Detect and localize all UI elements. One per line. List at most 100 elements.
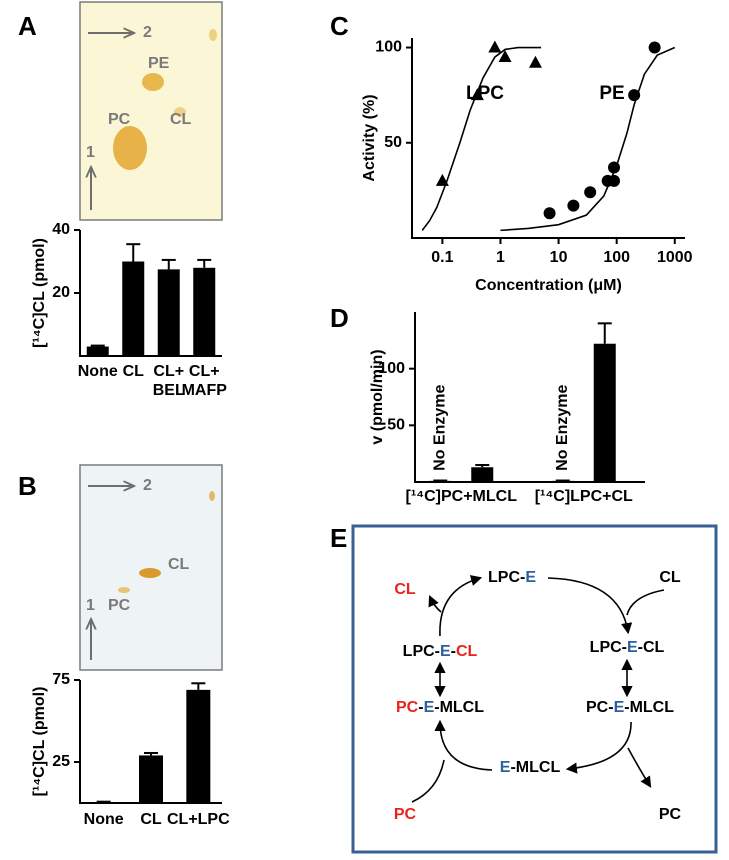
node-label: PC (394, 806, 417, 823)
error-bar (161, 258, 176, 270)
arrow (547, 577, 633, 635)
y-tick-label: 75 (52, 671, 70, 688)
node-part: PC (396, 699, 419, 716)
bar (193, 267, 216, 356)
y-tick-label: 50 (384, 134, 402, 151)
series-label: PE (599, 83, 624, 104)
node-part: E (627, 639, 638, 656)
node-part: E (424, 699, 435, 716)
plate (79, 464, 223, 671)
tlc-label: CL (170, 111, 192, 128)
y-tick-label: 25 (52, 753, 70, 770)
y-tick-label: 40 (52, 221, 70, 238)
bar (157, 269, 180, 356)
node-part: E (440, 643, 451, 660)
panel-letter: A (18, 11, 37, 41)
error-bar (597, 322, 612, 344)
node-label: LPC-E-CL (590, 639, 665, 656)
point (608, 174, 621, 187)
node-label: LPC-E (488, 569, 536, 586)
x-tick-label: CL+ MAFP (182, 363, 228, 399)
fit-curve (500, 46, 676, 232)
x-tick-label: None (84, 811, 124, 828)
arrow (627, 747, 652, 788)
node-part: CL (659, 569, 681, 586)
node-part: - (451, 643, 456, 660)
error-bar (197, 258, 212, 268)
panel-letter: B (18, 471, 37, 501)
spot (174, 107, 186, 117)
label-line: CL+ (153, 363, 184, 380)
x-tick-label: CL+ BEL (153, 363, 185, 399)
y-tick-label: 100 (375, 39, 402, 56)
node-part: LPC- (403, 643, 440, 660)
tlc-label: PC (108, 111, 131, 128)
spot (142, 73, 164, 91)
bar (86, 346, 109, 356)
bar (471, 467, 494, 482)
x-tick-label: CL+LPC (167, 811, 230, 828)
node-part: PC- (586, 699, 614, 716)
bar-annotation: No Enzyme (431, 385, 448, 471)
tlc-plate: 2 1 PE PC CL (79, 1, 223, 221)
arrow (565, 721, 632, 774)
point (608, 161, 621, 174)
y-tick-label: 100 (378, 360, 405, 377)
y-axis-label: v (pmol/min) (369, 349, 386, 444)
x-tick-label: None (78, 363, 118, 380)
x-tick-label: 10 (550, 249, 568, 266)
node-label: PC-E-MLCL (396, 699, 484, 716)
x-tick-label: CL (140, 811, 162, 828)
point (628, 89, 641, 102)
x-axis-label: Concentration (μM) (475, 277, 622, 294)
error-bar (126, 243, 141, 262)
node-label: E-MLCL (500, 759, 561, 776)
point (543, 207, 556, 220)
node-part: -MLCL (434, 699, 484, 716)
error-bar (144, 751, 158, 756)
node-label: CL (394, 581, 416, 598)
point (498, 50, 512, 63)
y-tick-label: 20 (52, 284, 70, 301)
x-tick-label: [¹⁴C]PC+MLCL (406, 488, 518, 505)
error-bar (191, 682, 206, 690)
spot (118, 587, 130, 593)
arrow (411, 759, 445, 803)
node-part: -MLCL (624, 699, 674, 716)
node-part: -MLCL (510, 759, 560, 776)
point (488, 40, 502, 53)
bar (122, 261, 145, 356)
y-tick-label: 50 (387, 417, 405, 434)
node-part: E (614, 699, 625, 716)
tlc-label: 2 (143, 477, 152, 494)
spot (139, 568, 161, 578)
series-label: LPC (466, 83, 504, 104)
tlc-plate: 2 1 CL PC (79, 464, 223, 671)
node-label: PC (659, 806, 682, 823)
tlc-label: 1 (86, 597, 95, 614)
bar (593, 343, 616, 482)
point (648, 41, 661, 54)
bar (186, 689, 211, 803)
arrow (626, 589, 665, 616)
spot (209, 29, 217, 41)
y-axis-label: [¹⁴C]CL (pmol) (31, 687, 48, 797)
node-label: PC-E-MLCL (586, 699, 674, 716)
node-part: CL (394, 581, 416, 598)
error-bar (475, 464, 490, 468)
frame (351, 524, 718, 854)
tlc-label: 2 (143, 24, 152, 41)
x-tick-label: 1 (496, 249, 505, 266)
point (528, 55, 542, 68)
node-part: - (418, 699, 423, 716)
y-axis-label: [¹⁴C]CL (pmol) (31, 238, 48, 348)
node-part: -CL (638, 639, 665, 656)
label-line: CL+ (189, 363, 220, 380)
bar-annotation: No Enzyme (554, 385, 571, 471)
point (435, 173, 449, 186)
node-part: PC (394, 806, 417, 823)
x-tick-label: CL (123, 363, 145, 380)
panel-letter: D (330, 303, 349, 333)
node-part: PC (659, 806, 682, 823)
label-line: MAFP (182, 382, 228, 399)
